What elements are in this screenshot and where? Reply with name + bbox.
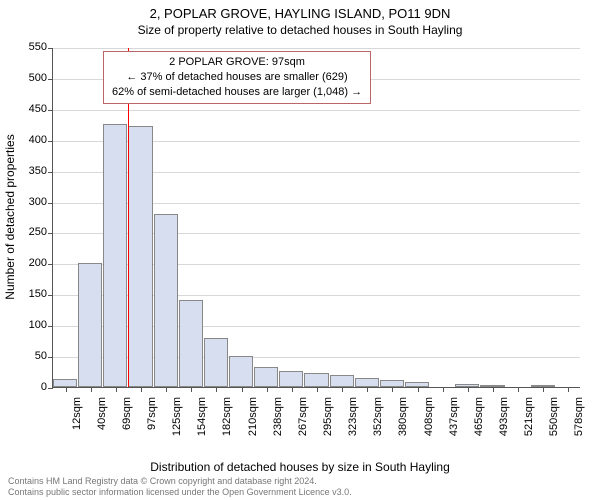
xtick-mark [543,387,544,392]
xtick-mark [141,387,142,392]
ytick-label: 0 [7,381,47,393]
bar [128,126,152,387]
xtick-label: 408sqm [423,397,435,457]
bar [154,214,178,387]
xtick-label: 493sqm [498,397,510,457]
xtick-label: 182sqm [221,397,233,457]
xtick-label: 380sqm [397,397,409,457]
xtick-mark [66,387,67,392]
chart-plot-area: 05010015020025030035040045050055012sqm40… [52,48,580,388]
bar [254,367,278,387]
bar [229,356,253,387]
annotation-line: ← 37% of detached houses are smaller (62… [112,70,362,85]
bar [78,263,102,387]
xtick-label: 69sqm [121,397,133,457]
xtick-mark [493,387,494,392]
annotation-line: 62% of semi-detached houses are larger (… [112,85,362,100]
xtick-mark [292,387,293,392]
xtick-label: 12sqm [71,397,83,457]
xtick-mark [166,387,167,392]
bar [279,371,303,387]
xtick-mark [191,387,192,392]
ytick-label: 100 [7,319,47,331]
ytick-mark [48,172,53,173]
xtick-label: 40sqm [96,397,108,457]
footer-line-2: Contains public sector information licen… [8,487,352,498]
ytick-label: 50 [7,350,47,362]
ytick-mark [48,295,53,296]
xtick-mark [468,387,469,392]
xtick-mark [267,387,268,392]
gridline [53,48,580,49]
xtick-mark [242,387,243,392]
ytick-mark [48,388,53,389]
footer-line-1: Contains HM Land Registry data © Crown c… [8,476,352,487]
ytick-mark [48,203,53,204]
annotation-box: 2 POPLAR GROVE: 97sqm← 37% of detached h… [103,51,371,104]
ytick-mark [48,264,53,265]
xtick-label: 267sqm [297,397,309,457]
xtick-mark [216,387,217,392]
xtick-mark [116,387,117,392]
bar [380,380,404,387]
ytick-mark [48,79,53,80]
xtick-mark [367,387,368,392]
xtick-label: 437sqm [448,397,460,457]
bar [204,338,228,387]
xtick-label: 521sqm [523,397,535,457]
xtick-label: 550sqm [548,397,560,457]
xtick-mark [317,387,318,392]
xtick-label: 238sqm [272,397,284,457]
x-axis-label: Distribution of detached houses by size … [0,460,600,474]
ytick-mark [48,141,53,142]
chart-subtitle: Size of property relative to detached ho… [0,21,600,37]
ytick-mark [48,48,53,49]
bar [330,375,354,387]
xtick-mark [392,387,393,392]
ytick-label: 250 [7,226,47,238]
ytick-label: 400 [7,134,47,146]
xtick-mark [568,387,569,392]
ytick-label: 550 [7,41,47,53]
xtick-label: 125sqm [171,397,183,457]
ytick-label: 500 [7,72,47,84]
ytick-mark [48,110,53,111]
y-axis-label: Number of detached properties [3,47,17,387]
gridline [53,110,580,111]
bar [355,378,379,387]
xtick-mark [518,387,519,392]
ytick-label: 450 [7,103,47,115]
ytick-mark [48,357,53,358]
ytick-mark [48,233,53,234]
xtick-label: 352sqm [372,397,384,457]
bar [53,379,77,387]
xtick-label: 323sqm [347,397,359,457]
xtick-label: 154sqm [196,397,208,457]
bar [179,300,203,387]
bar [103,124,127,387]
ytick-label: 150 [7,288,47,300]
ytick-label: 300 [7,196,47,208]
footer-text: Contains HM Land Registry data © Crown c… [8,476,352,499]
chart-container: 2, POPLAR GROVE, HAYLING ISLAND, PO11 9D… [0,0,600,500]
annotation-line: 2 POPLAR GROVE: 97sqm [112,55,362,70]
xtick-label: 210sqm [247,397,259,457]
ytick-label: 200 [7,257,47,269]
xtick-mark [91,387,92,392]
bar [304,373,328,387]
ytick-mark [48,326,53,327]
xtick-mark [342,387,343,392]
xtick-mark [418,387,419,392]
xtick-label: 295sqm [322,397,334,457]
ytick-label: 350 [7,165,47,177]
xtick-mark [443,387,444,392]
xtick-label: 97sqm [146,397,158,457]
xtick-label: 465sqm [473,397,485,457]
chart-title: 2, POPLAR GROVE, HAYLING ISLAND, PO11 9D… [0,0,600,21]
xtick-label: 578sqm [573,397,585,457]
